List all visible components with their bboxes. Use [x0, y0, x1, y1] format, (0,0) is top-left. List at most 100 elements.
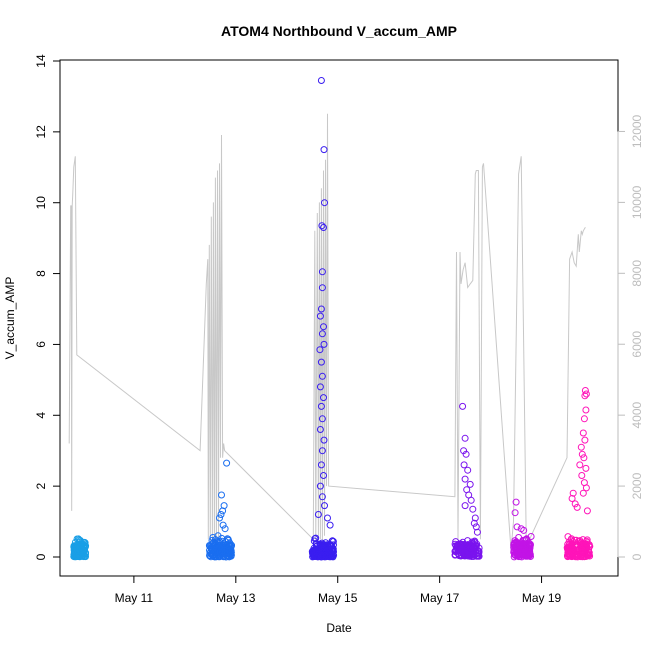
- data-point: [451, 547, 459, 555]
- data-point: [318, 284, 326, 292]
- data-point: [580, 415, 588, 423]
- data-point: [582, 464, 590, 472]
- data-point: [563, 543, 571, 551]
- data-point: [577, 443, 585, 451]
- data-point: [457, 552, 465, 560]
- data-point: [82, 550, 89, 557]
- y-tick-label: 12: [34, 125, 48, 139]
- data-point: [583, 507, 591, 515]
- data-point: [316, 383, 324, 391]
- y-tick-label: 0: [34, 553, 48, 560]
- data-point: [224, 535, 232, 543]
- data-point: [568, 495, 576, 502]
- data-point: [472, 543, 480, 550]
- data-point: [526, 551, 534, 559]
- data-point: [580, 550, 588, 558]
- data-point: [316, 426, 324, 433]
- data-point: [469, 505, 477, 513]
- scatter-points: [70, 77, 594, 561]
- y2-tick-label: 4000: [630, 401, 644, 428]
- data-point: [315, 545, 323, 553]
- series-0-points: [70, 535, 90, 561]
- data-point: [462, 544, 470, 552]
- data-point: [584, 547, 592, 555]
- data-point: [572, 553, 579, 561]
- y-tick-label: 14: [34, 54, 48, 68]
- data-point: [576, 461, 584, 469]
- data-point: [512, 551, 520, 559]
- data-point: [317, 358, 325, 366]
- data-point: [316, 482, 324, 490]
- data-point: [320, 394, 327, 402]
- chart-title: ATOM4 Northbound V_accum_AMP: [221, 23, 457, 39]
- data-point: [211, 541, 219, 549]
- right-axis-line-series: [68, 113, 586, 550]
- data-point: [472, 523, 480, 531]
- data-point: [461, 502, 469, 510]
- x-tick-label: May 13: [216, 591, 256, 605]
- data-point: [585, 551, 593, 559]
- data-point: [317, 402, 325, 410]
- x-tick-label: May 11: [115, 591, 154, 605]
- data-point: [217, 511, 225, 518]
- data-point: [569, 489, 577, 497]
- y-tick-label: 8: [34, 270, 48, 277]
- data-point: [582, 390, 590, 398]
- data-point: [467, 496, 475, 504]
- y-tick-label: 4: [34, 412, 48, 419]
- data-point: [583, 539, 591, 547]
- series-5-points: [563, 387, 594, 561]
- data-point: [471, 514, 479, 522]
- data-point: [461, 434, 469, 442]
- data-point: [470, 519, 478, 527]
- y-tick-label: 2: [34, 482, 48, 489]
- data-point: [214, 532, 222, 540]
- x-tick-label: May 19: [522, 591, 562, 605]
- data-point: [526, 545, 534, 553]
- data-point: [318, 330, 326, 338]
- data-point: [570, 551, 578, 559]
- data-point: [460, 461, 468, 469]
- data-point: [309, 553, 317, 561]
- data-point: [473, 528, 481, 536]
- data-point: [321, 502, 328, 510]
- data-point: [579, 489, 587, 497]
- data-point: [328, 552, 336, 560]
- data-point: [317, 77, 325, 84]
- data-point: [329, 537, 336, 545]
- data-point: [520, 526, 528, 534]
- data-point: [81, 546, 88, 554]
- data-point: [464, 466, 472, 474]
- data-point: [573, 503, 581, 511]
- data-point: [318, 268, 326, 276]
- data-point: [314, 511, 322, 518]
- data-point: [511, 509, 519, 517]
- data-point: [310, 544, 318, 552]
- data-point: [473, 552, 481, 560]
- data-point: [211, 548, 219, 556]
- data-point: [581, 392, 589, 400]
- data-point: [318, 544, 326, 552]
- data-point: [219, 521, 227, 529]
- line-series: [68, 113, 586, 550]
- data-point: [459, 550, 467, 558]
- data-point: [525, 539, 533, 547]
- data-point: [526, 540, 534, 548]
- data-point: [318, 415, 326, 423]
- y2-tick-label: 12000: [630, 114, 644, 148]
- data-point: [324, 514, 331, 522]
- data-point: [316, 346, 324, 354]
- data-point: [516, 541, 524, 549]
- data-point: [219, 552, 227, 560]
- data-point: [314, 553, 322, 561]
- y-tick-label: 6: [34, 341, 48, 348]
- x-tick-label: May 15: [318, 591, 358, 605]
- data-point: [582, 406, 590, 414]
- series-4-points: [510, 498, 535, 561]
- data-point: [318, 447, 326, 455]
- y2-tick-label: 6000: [630, 331, 644, 358]
- data-point: [320, 436, 328, 444]
- data-point: [70, 549, 78, 557]
- data-point: [578, 450, 586, 458]
- data-point: [512, 498, 520, 506]
